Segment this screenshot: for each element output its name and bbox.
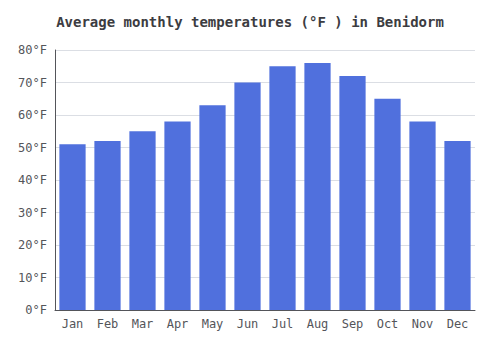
svg-text:20°F: 20°F [18,238,47,252]
svg-text:Oct: Oct [377,317,399,331]
svg-text:May: May [202,317,224,331]
svg-text:Aug: Aug [307,317,329,331]
svg-text:Feb: Feb [97,317,119,331]
svg-text:Jun: Jun [237,317,259,331]
svg-text:10°F: 10°F [18,271,47,285]
svg-text:Sep: Sep [342,317,364,331]
svg-text:Apr: Apr [167,317,189,331]
svg-text:40°F: 40°F [18,173,47,187]
svg-text:80°F: 80°F [18,43,47,57]
svg-text:Jan: Jan [62,317,84,331]
svg-text:Nov: Nov [412,317,434,331]
svg-text:50°F: 50°F [18,141,47,155]
svg-text:30°F: 30°F [18,206,47,220]
svg-text:Dec: Dec [447,317,469,331]
svg-text:0°F: 0°F [25,303,47,317]
svg-text:Jul: Jul [272,317,294,331]
svg-text:60°F: 60°F [18,108,47,122]
svg-text:Average monthly temperatures (: Average monthly temperatures (°F ) in Be… [56,14,444,30]
svg-text:70°F: 70°F [18,76,47,90]
svg-text:Mar: Mar [132,317,154,331]
